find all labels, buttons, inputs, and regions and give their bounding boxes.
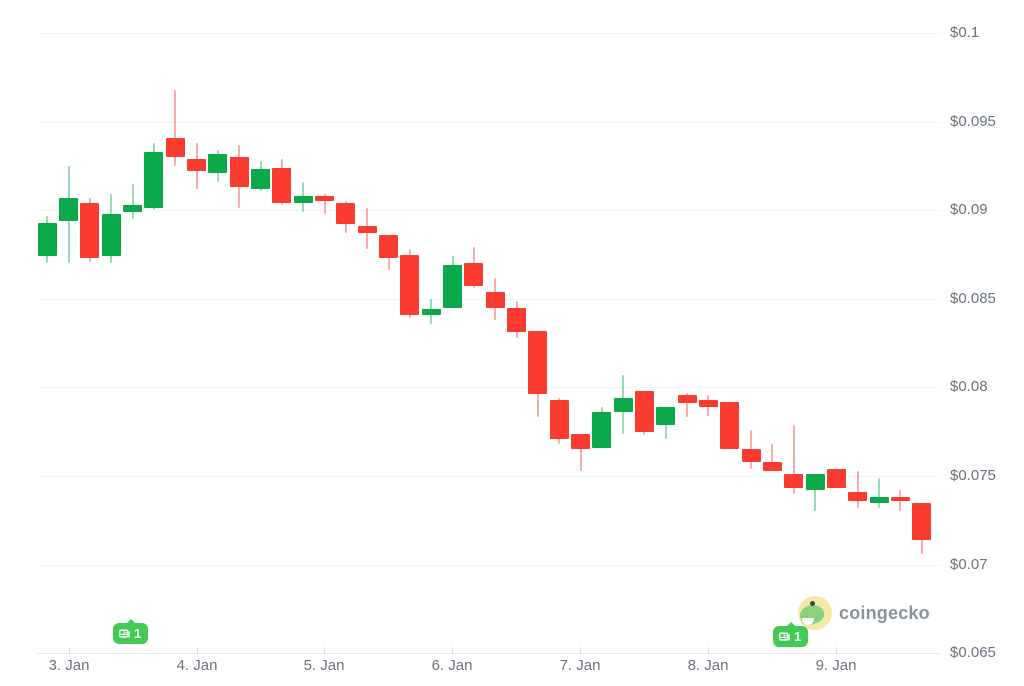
candle-wick <box>131 183 134 219</box>
y-axis-label: $0.1 <box>950 24 980 41</box>
gridline <box>37 565 940 566</box>
candle-wick <box>323 194 326 214</box>
gridline <box>37 33 940 34</box>
candle-body[interactable] <box>656 406 676 425</box>
x-axis-tick <box>69 647 70 654</box>
newspaper-icon <box>119 629 130 638</box>
candle-wick <box>856 470 859 508</box>
candle-body[interactable] <box>528 330 548 395</box>
candle-body[interactable] <box>826 468 846 489</box>
candle-body[interactable] <box>869 497 889 503</box>
candle-body[interactable] <box>101 213 121 257</box>
gridline <box>37 387 940 388</box>
coingecko-logo-icon <box>797 596 832 630</box>
candle-wick <box>899 490 902 512</box>
x-axis-tick <box>836 647 837 654</box>
candle-body[interactable] <box>165 137 185 157</box>
candle-body[interactable] <box>762 461 782 471</box>
candle-body[interactable] <box>912 502 932 540</box>
y-axis-label: $0.065 <box>950 644 996 661</box>
candle-body[interactable] <box>720 401 740 450</box>
candle-body[interactable] <box>229 157 249 188</box>
candle-body[interactable] <box>379 235 398 258</box>
candle-body[interactable] <box>59 197 78 221</box>
candle-body[interactable] <box>443 265 462 308</box>
candle-body[interactable] <box>784 474 804 489</box>
gridline <box>37 210 940 211</box>
gridline <box>37 476 940 477</box>
x-axis-label: 3. Jan <box>48 657 90 674</box>
news-badge-count: 1 <box>134 626 142 641</box>
news-badge-count: 1 <box>794 629 802 644</box>
candle-body[interactable] <box>421 309 441 315</box>
candle-body[interactable] <box>400 254 420 315</box>
newspaper-icon <box>779 632 790 641</box>
y-axis-label: $0.085 <box>950 290 996 307</box>
gridline <box>37 653 940 654</box>
coingecko-watermark[interactable]: coingecko <box>797 596 930 630</box>
candle-body[interactable] <box>549 399 569 439</box>
x-axis-label: 7. Jan <box>559 657 601 674</box>
x-axis-tick <box>452 647 453 654</box>
gridline <box>37 122 940 123</box>
candle-body[interactable] <box>805 474 825 491</box>
news-annotation-badge[interactable]: 1 <box>113 619 149 644</box>
news-annotation-badge[interactable]: 1 <box>773 622 809 647</box>
candle-body[interactable] <box>208 153 228 173</box>
candle-body[interactable] <box>187 158 206 172</box>
y-axis-label: $0.08 <box>950 378 988 395</box>
candle-wick <box>792 424 795 494</box>
candle-body[interactable] <box>613 398 633 413</box>
candle-body[interactable] <box>293 196 313 204</box>
candle-body[interactable] <box>890 497 910 501</box>
candle-wick <box>878 477 881 508</box>
coingecko-wordmark: coingecko <box>839 602 930 623</box>
candle-wick <box>579 433 582 471</box>
y-axis-label: $0.095 <box>950 113 996 130</box>
x-axis-label: 9. Jan <box>815 657 857 674</box>
candle-body[interactable] <box>144 151 164 209</box>
x-axis-tick <box>708 647 709 654</box>
candle-body[interactable] <box>251 169 270 189</box>
candle-wick <box>174 89 177 166</box>
x-axis-label: 6. Jan <box>431 657 473 674</box>
candle-body[interactable] <box>357 226 377 234</box>
candle-body[interactable] <box>123 204 142 212</box>
candle-body[interactable] <box>464 263 484 287</box>
candle-body[interactable] <box>698 399 718 407</box>
x-axis-label: 4. Jan <box>176 657 218 674</box>
x-axis-tick <box>580 647 581 654</box>
candle-body[interactable] <box>634 390 654 432</box>
candle-body[interactable] <box>848 491 868 501</box>
candle-wick <box>686 392 689 418</box>
candle-wick <box>771 444 774 471</box>
candle-body[interactable] <box>80 203 100 258</box>
candle-body[interactable] <box>677 394 697 404</box>
candle-body[interactable] <box>507 307 526 333</box>
candle-body[interactable] <box>336 203 356 225</box>
y-axis-label: $0.075 <box>950 467 996 484</box>
y-axis-label: $0.09 <box>950 201 988 218</box>
x-axis-tick <box>324 647 325 654</box>
candle-body[interactable] <box>37 222 57 257</box>
candle-wick <box>814 474 817 512</box>
candle-body[interactable] <box>315 196 334 202</box>
y-axis-label: $0.07 <box>950 556 988 573</box>
candle-body[interactable] <box>485 291 505 308</box>
candle-body[interactable] <box>592 412 612 448</box>
x-axis-label: 8. Jan <box>687 657 729 674</box>
x-axis-label: 5. Jan <box>303 657 345 674</box>
x-axis-tick <box>197 647 198 654</box>
candle-body[interactable] <box>741 449 761 462</box>
candle-body[interactable] <box>272 167 292 204</box>
candle-body[interactable] <box>571 433 590 450</box>
